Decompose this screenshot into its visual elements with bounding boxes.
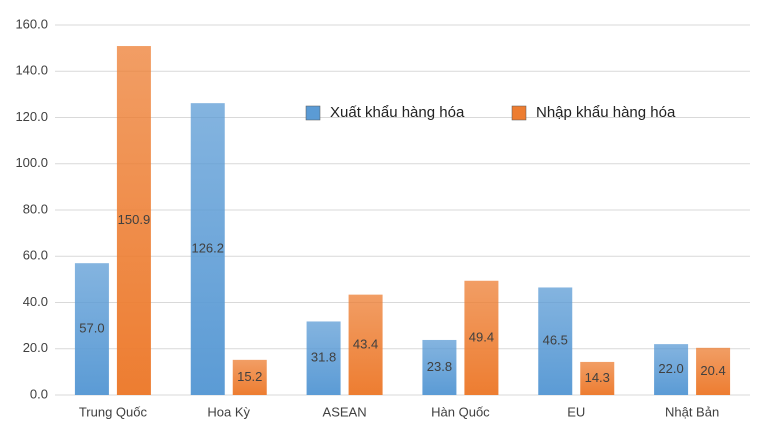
legend-swatch xyxy=(511,105,527,121)
bar xyxy=(422,339,457,395)
data-label: 57.0 xyxy=(79,321,104,336)
y-tick-label: 20.0 xyxy=(23,340,48,355)
data-label: 49.4 xyxy=(469,329,494,344)
y-tick-label: 100.0 xyxy=(15,155,48,170)
x-tick-label: Hàn Quốc xyxy=(431,404,490,419)
bar xyxy=(190,103,225,395)
y-tick-label: 120.0 xyxy=(15,109,48,124)
data-label: 23.8 xyxy=(427,359,452,374)
bar xyxy=(74,263,109,395)
legend-label: Xuất khẩu hàng hóa xyxy=(330,104,465,121)
x-tick-label: Hoa Kỳ xyxy=(207,404,250,419)
bar xyxy=(348,294,383,395)
legend: Xuất khẩu hàng hóa Nhập khẩu hàng hóa xyxy=(305,104,676,121)
data-label: 43.4 xyxy=(353,336,378,351)
data-label: 20.4 xyxy=(700,363,725,378)
data-label: 46.5 xyxy=(543,333,568,348)
data-label: 15.2 xyxy=(237,369,262,384)
x-tick-label: Nhật Bản xyxy=(665,404,719,419)
legend-label: Nhập khẩu hàng hóa xyxy=(536,104,676,121)
x-tick-label: Trung Quốc xyxy=(79,404,148,419)
x-tick-label: ASEAN xyxy=(323,404,367,419)
bar xyxy=(696,347,731,395)
y-tick-label: 40.0 xyxy=(23,294,48,309)
data-label: 22.0 xyxy=(658,361,683,376)
bar xyxy=(580,361,615,395)
data-label: 14.3 xyxy=(585,370,610,385)
bar xyxy=(116,46,151,395)
y-tick-label: 60.0 xyxy=(23,248,48,263)
bar xyxy=(538,287,573,395)
legend-swatch xyxy=(305,105,321,121)
bar xyxy=(306,321,341,395)
y-tick-label: 80.0 xyxy=(23,201,48,216)
y-tick-label: 160.0 xyxy=(15,16,48,31)
bar xyxy=(654,344,689,395)
y-tick-label: 140.0 xyxy=(15,63,48,78)
bar xyxy=(464,280,499,395)
y-tick-label: 0.0 xyxy=(30,386,48,401)
bar xyxy=(232,359,267,395)
data-label: 31.8 xyxy=(311,350,336,365)
data-label: 150.9 xyxy=(118,212,151,227)
data-label: 126.2 xyxy=(191,241,224,256)
x-tick-label: EU xyxy=(567,404,585,419)
